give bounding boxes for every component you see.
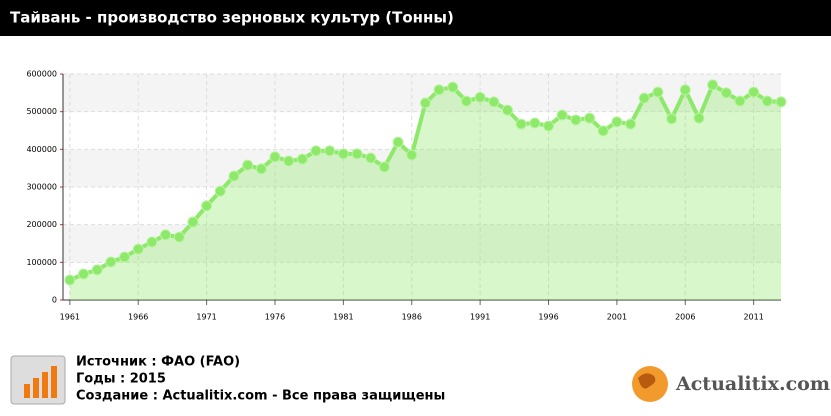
point [132, 243, 144, 255]
y-tick-label: 500000 [26, 107, 57, 116]
footer-icon [10, 355, 66, 405]
logo-globe [632, 366, 668, 402]
point [570, 114, 582, 126]
point [78, 268, 90, 280]
header-bar [0, 0, 831, 36]
point [543, 120, 555, 132]
point [707, 79, 719, 91]
point [501, 104, 513, 116]
point [775, 96, 787, 108]
point [652, 86, 664, 98]
point [91, 264, 103, 276]
point [365, 152, 377, 164]
point [556, 109, 568, 121]
point [638, 92, 650, 104]
point [324, 145, 336, 157]
x-tick-label: 1986 [402, 313, 422, 322]
x-tick-label: 2011 [743, 313, 763, 322]
x-tick-label: 1991 [470, 313, 490, 322]
x-tick-label: 1976 [265, 313, 285, 322]
chart-title: Тайвань - производство зерновых культур … [10, 9, 454, 27]
point [310, 145, 322, 157]
x-tick-label: 2006 [675, 313, 695, 322]
plot-band [63, 187, 781, 225]
point [460, 95, 472, 107]
point [419, 97, 431, 109]
point [515, 118, 527, 130]
point [584, 112, 596, 124]
point [679, 84, 691, 96]
x-tick-label: 1971 [196, 313, 216, 322]
point [228, 170, 240, 182]
footer-line: Годы : 2015 [76, 372, 166, 387]
point [146, 236, 158, 248]
point [64, 274, 76, 286]
point [748, 86, 760, 98]
point [283, 155, 295, 167]
plot-band [63, 149, 781, 187]
point [406, 149, 418, 161]
x-tick-label: 2001 [607, 313, 627, 322]
y-tick-label: 600000 [26, 70, 57, 79]
area [69, 84, 782, 300]
y-tick-label: 200000 [26, 220, 57, 229]
y-tick-label: 300000 [26, 183, 57, 192]
point [693, 112, 705, 124]
point [255, 163, 267, 175]
footer-line: Источник : ФАО (FAO) [76, 355, 240, 370]
point [625, 118, 637, 130]
point [119, 251, 131, 263]
point [269, 151, 281, 163]
point [761, 95, 773, 107]
point [242, 159, 254, 171]
point [187, 216, 199, 228]
y-tick-label: 400000 [26, 145, 57, 154]
point [378, 161, 390, 173]
x-tick-label: 1996 [538, 313, 558, 322]
point [529, 117, 541, 129]
plot: 0 100000 200000 300000 400000 500000 600000 196… [26, 70, 787, 322]
footer-line: Создание : Actualitix.com - Все права за… [76, 389, 445, 404]
point [597, 125, 609, 137]
point [296, 153, 308, 165]
point [214, 185, 226, 197]
y-tick-label: 100000 [26, 258, 57, 267]
point [447, 81, 459, 93]
point [201, 200, 213, 212]
point [337, 148, 349, 160]
point [734, 95, 746, 107]
point [488, 96, 500, 108]
y-tick-label: 0 [52, 296, 57, 305]
point [720, 87, 732, 99]
point [392, 136, 404, 148]
x-tick-label: 1961 [60, 313, 80, 322]
logo-text: Actualitix.com [675, 373, 830, 395]
point [611, 116, 623, 128]
point [105, 256, 117, 268]
x-tick-label: 1966 [128, 313, 148, 322]
point [160, 229, 172, 241]
point [666, 113, 678, 125]
x-tick-label: 1981 [333, 313, 353, 322]
point [433, 84, 445, 96]
point [474, 91, 486, 103]
plot-band [63, 262, 781, 300]
point [173, 231, 185, 243]
point [351, 148, 363, 160]
